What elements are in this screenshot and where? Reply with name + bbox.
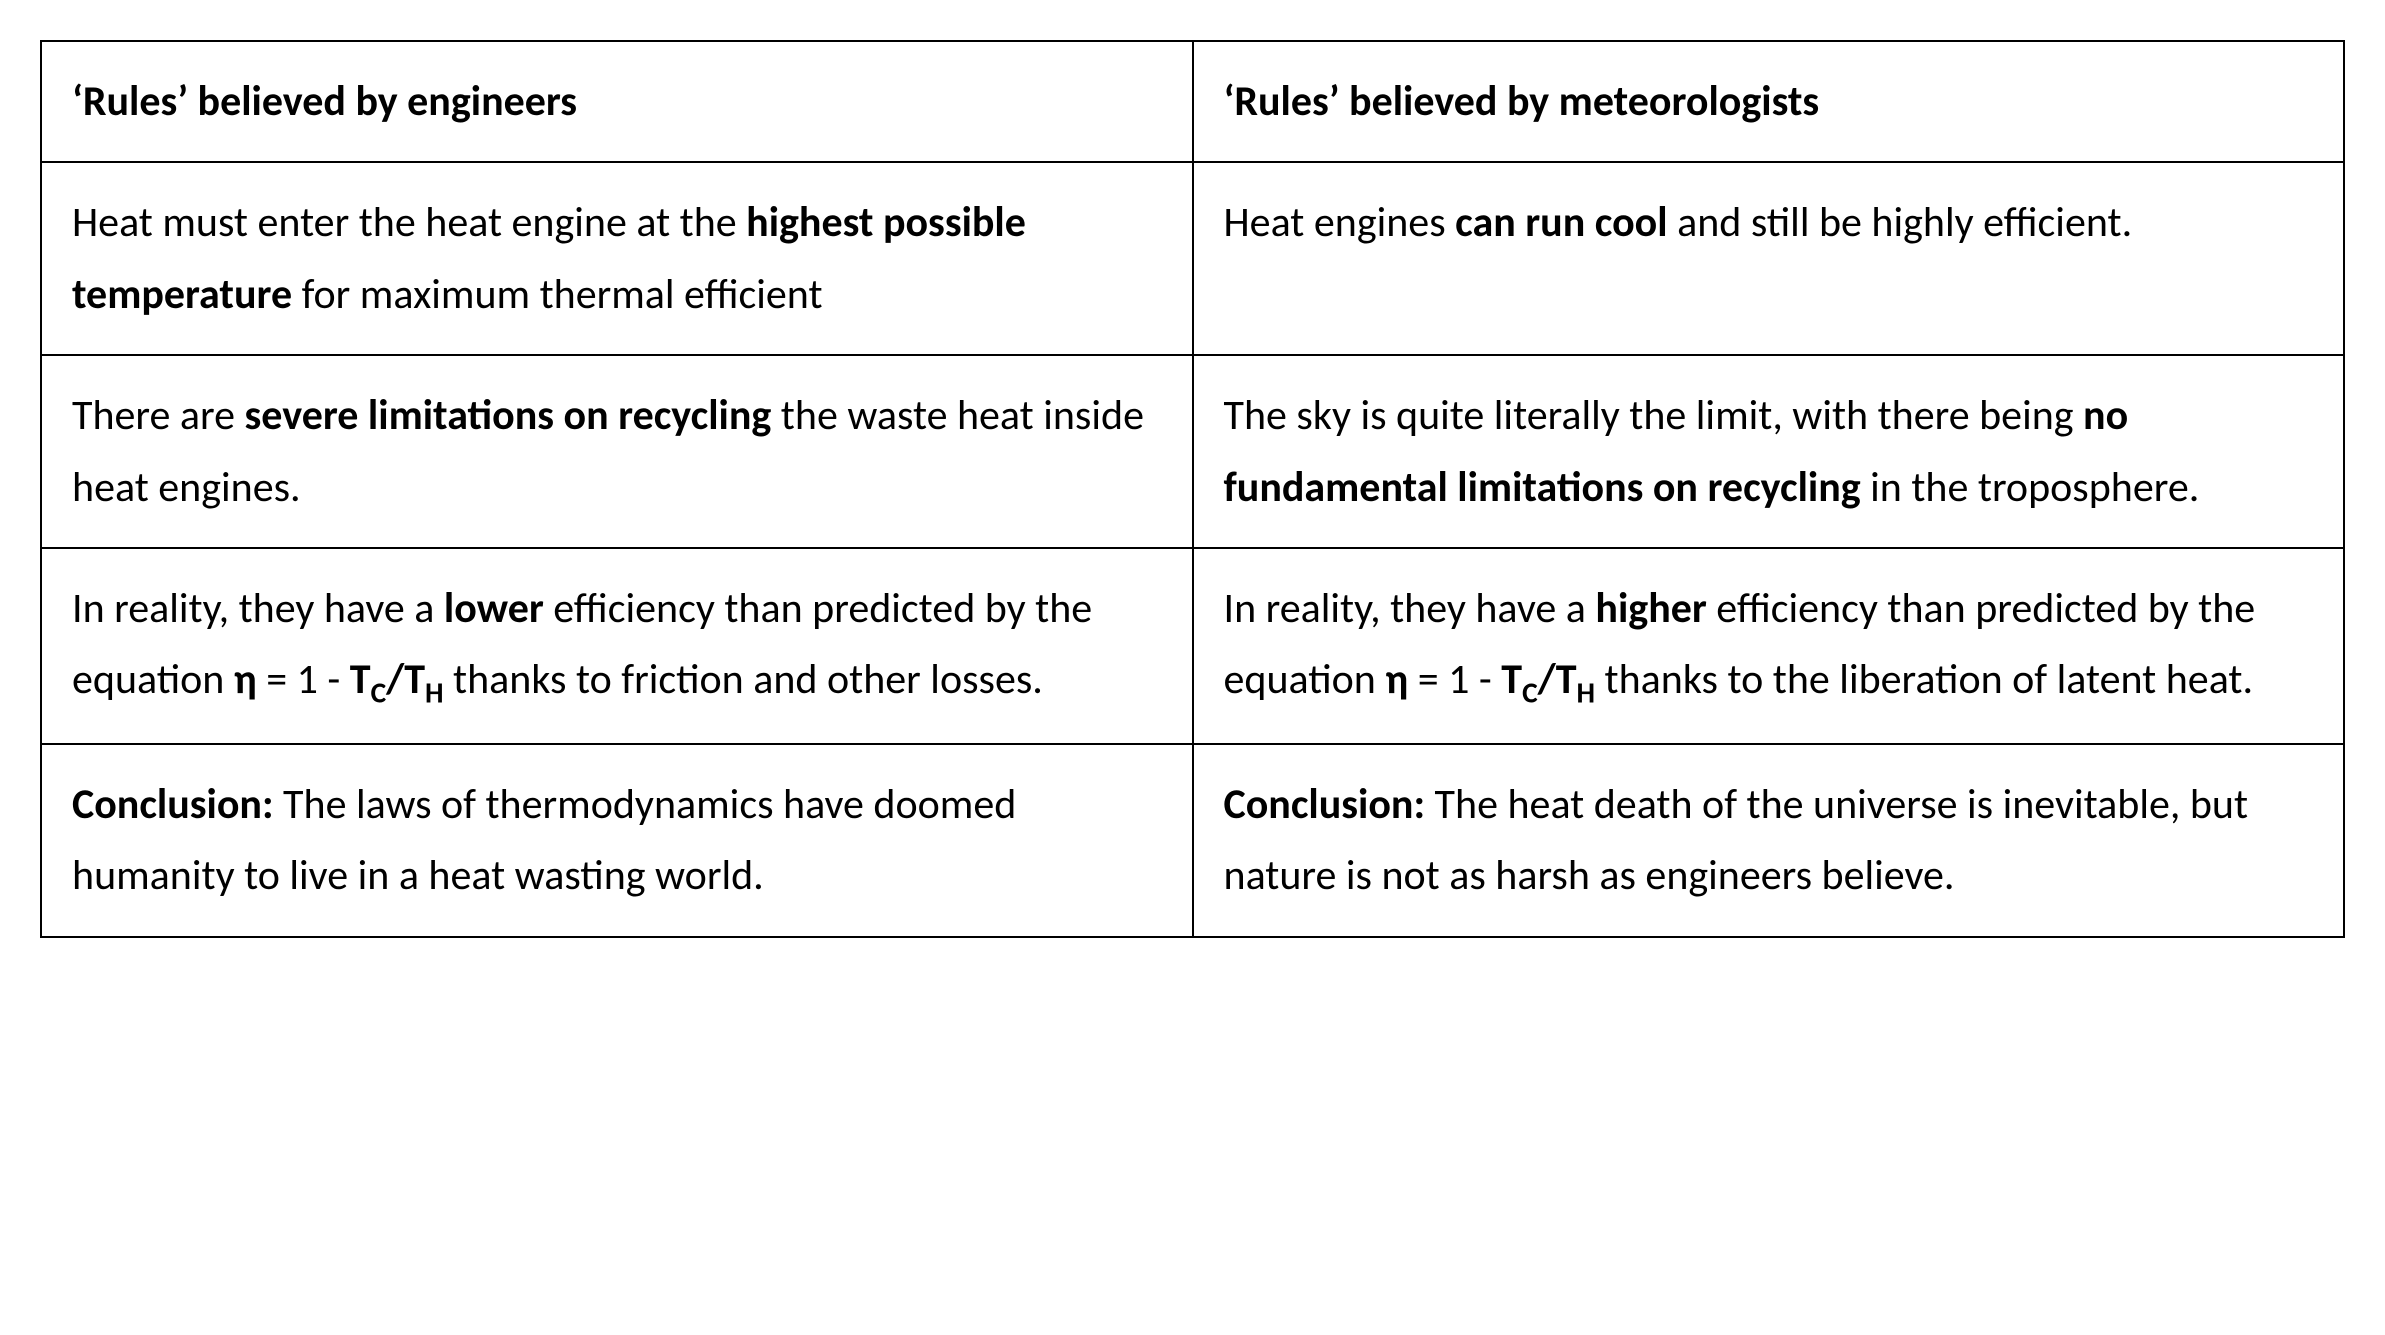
header-engineers: ‘Rules’ believed by engineers (41, 41, 1193, 162)
cell-meteorologists-efficiency: In reality, they have a higher efficienc… (1193, 548, 2345, 744)
t-cold: T (350, 654, 371, 705)
slash: / (386, 654, 404, 705)
cell-engineers-efficiency: In reality, they have a lower efficiency… (41, 548, 1193, 744)
text-bold: higher (1595, 583, 1706, 634)
conclusion-label: Conclusion: (72, 779, 274, 830)
table-header-row: ‘Rules’ believed by engineers ‘Rules’ be… (41, 41, 2344, 162)
text-segment: Heat must enter the heat engine at the (72, 197, 746, 248)
header-meteorologists: ‘Rules’ believed by meteorologists (1193, 41, 2345, 162)
subscript-c: C (371, 675, 387, 711)
text-segment: = 1 - (257, 654, 350, 705)
text-segment: thanks to friction and other losses. (444, 654, 1043, 705)
text-segment: and still be highly efficient. (1668, 197, 2133, 248)
text-segment: In reality, they have a (72, 583, 444, 634)
t-cold: T (1501, 654, 1522, 705)
subscript-c: C (1522, 675, 1538, 711)
cell-meteorologists-cool: Heat engines can run cool and still be h… (1193, 162, 2345, 355)
cell-meteorologists-recycling: The sky is quite literally the limit, wi… (1193, 355, 2345, 548)
text-bold: lower (444, 583, 544, 634)
table-row: There are severe limitations on recyclin… (41, 355, 2344, 548)
table-row: Heat must enter the heat engine at the h… (41, 162, 2344, 355)
t-hot: T (404, 654, 425, 705)
subscript-h: H (1576, 675, 1595, 711)
text-segment: There are (72, 390, 245, 441)
text-segment: in the troposphere. (1861, 462, 2200, 513)
cell-engineers-recycling: There are severe limitations on recyclin… (41, 355, 1193, 548)
text-segment: = 1 - (1408, 654, 1501, 705)
table-row: Conclusion: The laws of thermodynamics h… (41, 744, 2344, 937)
slash: / (1538, 654, 1556, 705)
rules-comparison-table: ‘Rules’ believed by engineers ‘Rules’ be… (40, 40, 2345, 938)
subscript-h: H (425, 675, 444, 711)
eta-symbol: η (234, 654, 257, 705)
cell-meteorologists-conclusion: Conclusion: The heat death of the univer… (1193, 744, 2345, 937)
table-row: In reality, they have a lower efficiency… (41, 548, 2344, 744)
text-segment: Heat engines (1224, 197, 1456, 248)
eta-symbol: η (1385, 654, 1408, 705)
text-segment: thanks to the liberation of latent heat. (1595, 654, 2253, 705)
t-hot: T (1556, 654, 1577, 705)
text-bold: severe limitations on recycling (245, 390, 772, 441)
cell-engineers-temperature: Heat must enter the heat engine at the h… (41, 162, 1193, 355)
cell-engineers-conclusion: Conclusion: The laws of thermodynamics h… (41, 744, 1193, 937)
text-segment: The sky is quite literally the limit, wi… (1224, 390, 2084, 441)
text-segment: for maximum thermal efficient (292, 269, 822, 320)
text-segment: In reality, they have a (1224, 583, 1596, 634)
text-bold: can run cool (1455, 197, 1667, 248)
conclusion-label: Conclusion: (1224, 779, 1426, 830)
